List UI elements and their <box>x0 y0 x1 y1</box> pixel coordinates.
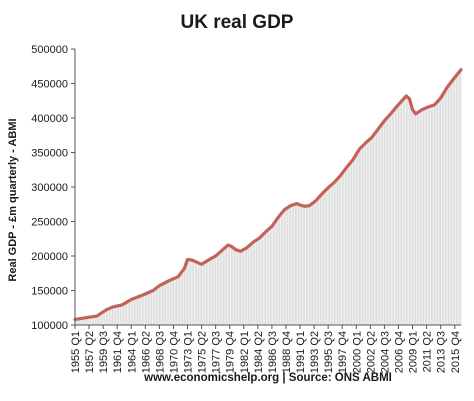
x-tick-label: 1993 Q2 <box>309 331 321 373</box>
y-axis-ticks: 100000 150000 200000 250000 300000 350000 4000… <box>31 44 75 332</box>
x-tick-label: 1982 Q1 <box>239 331 251 373</box>
y-tick-label: 250000 <box>31 217 68 229</box>
gdp-series-line <box>73 68 463 322</box>
x-axis-ticks: 1955 Q1 1957 Q2 1959 Q3 1961 Q4 1964 Q1 1966 … <box>70 325 462 373</box>
y-tick-label: 100000 <box>31 320 68 332</box>
x-tick-label: 1966 Q2 <box>140 331 152 373</box>
x-tick-label: 2006 Q4 <box>393 331 405 373</box>
x-tick-label: 2000 Q1 <box>351 331 363 373</box>
x-tick-label: 2004 Q3 <box>379 331 391 373</box>
area-hatch <box>74 69 462 325</box>
source-footer: www.economicshelp.org | Source: ONS ABMI <box>143 372 392 384</box>
x-tick-label: 1986 Q3 <box>267 331 279 373</box>
plot-area <box>73 49 463 326</box>
x-tick-label: 1991 Q1 <box>295 331 307 373</box>
x-tick-label: 1959 Q3 <box>98 331 110 373</box>
y-tick-label: 150000 <box>31 286 68 298</box>
x-tick-label: 2011 Q2 <box>422 331 434 372</box>
y-axis-label: Real GDP - £m quarterly - ABMI <box>7 118 19 281</box>
x-tick-label: 1961 Q4 <box>112 331 124 373</box>
x-tick-label: 1984 Q2 <box>253 331 265 373</box>
x-tick-label: 1977 Q3 <box>211 331 223 373</box>
x-tick-label: 2009 Q1 <box>408 331 420 373</box>
x-tick-label: 1955 Q1 <box>70 331 82 373</box>
x-tick-label: 1968 Q3 <box>154 331 166 373</box>
x-tick-label: 1973 Q1 <box>183 331 195 373</box>
x-tick-label: 1997 Q4 <box>337 331 349 373</box>
x-tick-label: 1957 Q2 <box>84 331 96 373</box>
y-tick-label: 500000 <box>31 44 68 56</box>
y-tick-label: 350000 <box>31 148 68 160</box>
x-tick-label: 1975 Q2 <box>197 331 209 373</box>
x-tick-label: 2015 Q4 <box>450 331 462 373</box>
chart-title: UK real GDP <box>181 12 294 33</box>
x-tick-label: 1964 Q1 <box>126 331 138 373</box>
x-tick-label: 1988 Q4 <box>281 331 293 373</box>
area-fill <box>75 69 461 325</box>
x-tick-label: 2013 Q3 <box>436 331 448 373</box>
y-tick-label: 300000 <box>31 182 68 194</box>
x-tick-label: 1970 Q4 <box>168 331 180 373</box>
y-tick-label: 450000 <box>31 79 68 91</box>
x-tick-label: 2002 Q2 <box>365 331 377 373</box>
y-tick-label: 400000 <box>31 113 68 125</box>
x-tick-label: 1995 Q3 <box>323 331 335 373</box>
y-tick-label: 200000 <box>31 251 68 263</box>
x-tick-label: 1979 Q4 <box>225 331 237 373</box>
